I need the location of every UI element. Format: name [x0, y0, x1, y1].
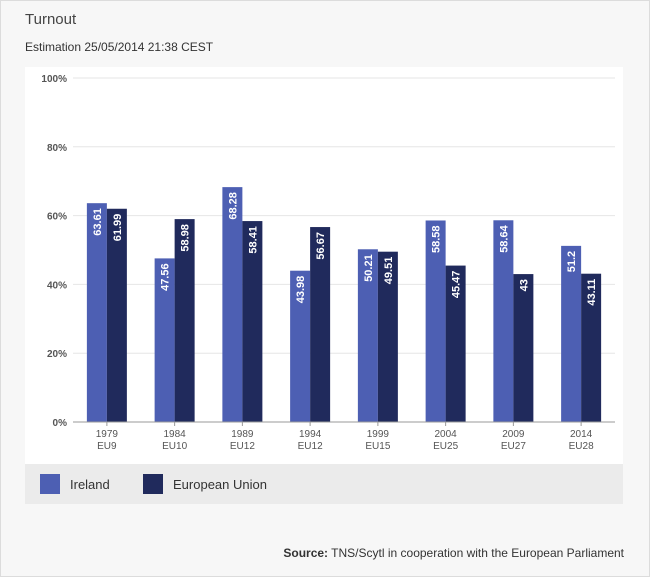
bar-value-label: 45.47 [451, 271, 463, 299]
bar-ireland [86, 203, 107, 422]
legend-label-european-union: European Union [173, 476, 267, 492]
x-tick-label-year: 1984 [164, 429, 187, 440]
y-tick-label: 80% [47, 143, 67, 154]
bar-value-label: 58.58 [431, 225, 443, 253]
bar-value-label: 50.21 [363, 254, 375, 282]
source-note: Source: TNS/Scytl in cooperation with th… [283, 546, 624, 560]
bar-value-label: 51.2 [566, 251, 578, 272]
x-tick-label-year: 1989 [231, 429, 254, 440]
legend-item-european-union[interactable]: European Union [143, 474, 267, 494]
bar-ireland [493, 220, 514, 422]
legend-swatch-european-union [143, 474, 163, 494]
x-tick-label-group: EU25 [433, 441, 458, 452]
bar-ireland [222, 187, 243, 422]
bar-value-label: 56.67 [315, 232, 327, 260]
chart-area: 0% 20% 40% 60% 80% 100% 63.61 61.99 1979 EU9 47.56… [25, 67, 623, 464]
chart-title: Turnout [25, 11, 77, 28]
bar-ireland [154, 258, 175, 422]
x-tick-label-group: EU10 [162, 441, 187, 452]
bar-european-union [513, 274, 534, 422]
x-tick-label-group: EU15 [365, 441, 390, 452]
bar-value-label: 47.56 [160, 263, 172, 291]
x-tick-label-group: EU12 [230, 441, 255, 452]
bar-value-label: 49.51 [383, 257, 395, 285]
bar-value-label: 68.28 [227, 192, 239, 220]
y-tick-label: 100% [41, 74, 67, 85]
x-tick-label-group: EU9 [97, 441, 117, 452]
x-tick-label-year: 1999 [367, 429, 390, 440]
bar-european-union [106, 208, 127, 422]
bar-value-label: 58.98 [180, 224, 192, 252]
bar-value-label: 63.61 [92, 208, 104, 236]
y-tick-label: 20% [47, 349, 67, 360]
x-tick-label-year: 2009 [502, 429, 525, 440]
bar-value-label: 43.11 [586, 279, 598, 306]
bar-ireland [425, 220, 446, 422]
x-tick-label-year: 1994 [299, 429, 322, 440]
x-tick-label-group: EU27 [501, 441, 526, 452]
bar-value-label: 58.41 [247, 226, 259, 254]
x-tick-label-group: EU28 [569, 441, 594, 452]
x-tick-label-group: EU12 [298, 441, 323, 452]
bar-value-label: 58.64 [498, 224, 510, 252]
bar-value-label: 43 [518, 279, 530, 291]
bar-value-label: 61.99 [112, 214, 124, 242]
legend-label-ireland: Ireland [70, 476, 110, 492]
bar-ireland [561, 245, 582, 422]
bar-european-union [377, 251, 398, 422]
y-tick-label: 60% [47, 212, 67, 223]
bar-european-union [174, 219, 195, 422]
bar-ireland [290, 270, 311, 422]
x-tick-label-year: 1979 [96, 429, 119, 440]
y-tick-label: 40% [47, 280, 67, 291]
bar-european-union [445, 265, 466, 422]
chart-subtitle: Estimation 25/05/2014 21:38 CEST [25, 40, 214, 54]
source-text: TNS/Scytl in cooperation with the Europe… [328, 546, 624, 560]
legend-swatch-ireland [40, 474, 60, 494]
y-tick-label: 0% [53, 418, 68, 429]
x-tick-label-year: 2014 [570, 429, 593, 440]
legend-item-ireland[interactable]: Ireland [40, 474, 110, 494]
legend: Ireland European Union [25, 464, 623, 504]
x-tick-label-year: 2004 [435, 429, 458, 440]
source-label: Source: [283, 546, 329, 560]
bar-european-union [581, 273, 602, 422]
bar-european-union [242, 221, 263, 422]
bar-ireland [357, 249, 378, 422]
bar-european-union [310, 227, 331, 422]
bar-value-label: 43.98 [295, 276, 307, 304]
